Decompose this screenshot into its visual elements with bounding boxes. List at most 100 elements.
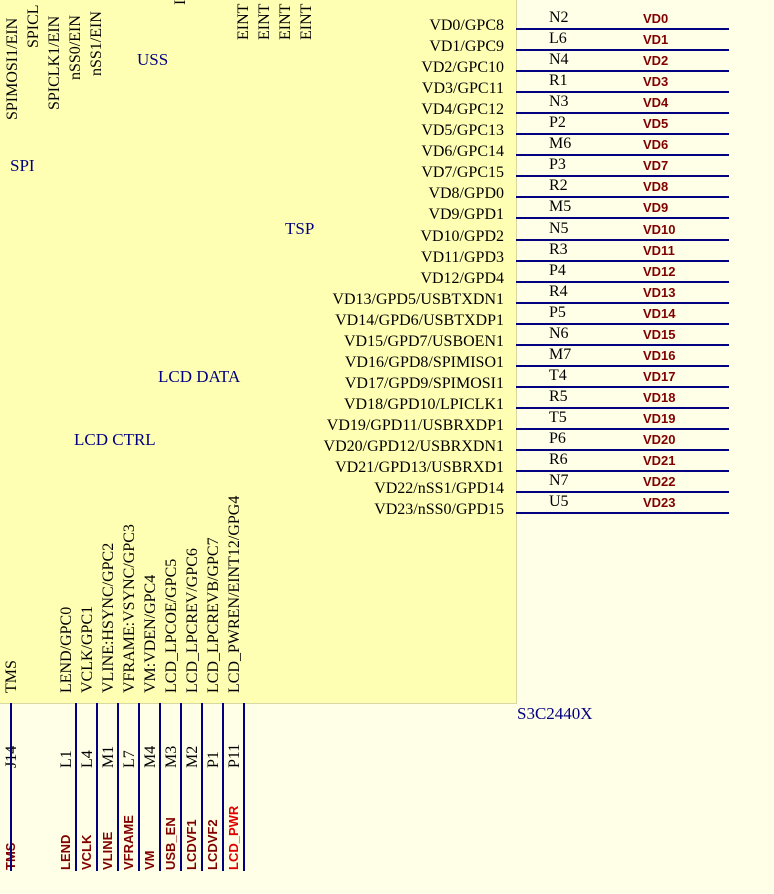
wire [516,512,729,515]
pin-name: VD1/GPC9 [429,38,504,56]
net-label: VD3 [643,74,669,90]
pin-name: VD18/GPD10/LPICLK1 [343,395,504,413]
pin-name-top: EINT [298,3,315,40]
pin-name-vertical: LCD_LPCREV/GPC6 [184,548,201,693]
net-label: VD0 [643,11,669,26]
wire [516,427,729,430]
pin-name: VD3/GPC11 [421,80,504,98]
pin-ball: R1 [549,72,568,90]
pin-name: VD17/GPD9/SPIMOSI1 [344,374,504,392]
pin-name-top: EINT [256,3,273,40]
pin-name-top: EINT [235,3,252,40]
pin-ball-vertical: L7 [121,750,138,768]
group-label-uss: USS [137,50,169,69]
pin-ball: P5 [549,303,566,321]
wire-vertical [222,703,224,871]
wire [516,112,729,115]
pin-ball: N4 [549,51,569,69]
net-label: VD12 [643,263,676,279]
pin-name: VD19/GPD11/USBRXDP1 [326,416,504,434]
wire [516,385,729,388]
pin-name-top: EINT [277,3,294,40]
pin-name: VD13/GPD5/USBTXDN1 [332,290,504,308]
pin-name-vertical: LCD_PWREN/EINT12/GPG4 [226,495,243,693]
net-label: VD5 [643,116,669,132]
wire [516,322,729,325]
pin-name: VD6/GPC14 [421,143,504,161]
wire-vertical [10,703,12,871]
net-label-vertical: VCLK [79,834,94,870]
pin-name-top: I [172,0,189,5]
net-label: VD9 [643,200,669,216]
wire [516,449,729,451]
pin-ball-vertical: M3 [163,745,180,768]
net-label: VD15 [643,326,676,342]
wire-vertical [117,703,119,871]
net-label: VD23 [643,495,676,511]
net-label: VD16 [643,347,676,363]
wire-vertical [201,703,203,871]
pin-ball-vertical: J14 [3,746,21,768]
pin-ball: N7 [549,472,569,490]
wire [516,491,729,494]
pin-name-vertical: TMS [3,660,20,693]
pin-ball: N5 [549,219,569,237]
pin-name: VD9/GPD1 [428,206,504,224]
pin-name: VD7/GPC15 [421,164,504,182]
wire [516,364,729,367]
part-number: S3C2440X [517,704,593,723]
pin-ball: T5 [549,408,567,426]
wire [516,259,729,262]
wire [516,343,729,346]
net-label-vertical: VFRAME [121,815,136,870]
net-label: VD8 [643,179,669,195]
wire [516,280,729,283]
wire [516,49,729,52]
wire [516,238,729,241]
pin-ball: N6 [549,324,569,342]
net-label: VD21 [643,453,676,469]
pin-ball: R2 [549,177,568,195]
chip-body [0,0,517,704]
wire-vertical [138,703,140,871]
pin-name: VD2/GPC10 [421,59,504,77]
wire [516,406,729,409]
net-label: VD1 [643,32,669,48]
pin-ball: P6 [549,430,566,447]
pin-name: VD0/GPC8 [429,17,504,34]
pin-name: VD14/GPD6/USBTXDP1 [335,311,504,329]
net-label: VD17 [643,368,676,384]
pin-name: VD10/GPD2 [420,227,504,245]
net-label: VD6 [643,137,669,153]
pin-name-top: nSS1/EIN [88,11,105,76]
net-label-vertical: LCD_PWR [226,805,241,870]
pin-ball-vertical: M1 [100,745,117,768]
pin-ball: M7 [549,345,572,363]
net-label-vertical: VM [142,850,157,871]
pin-name-top: nSS0/EIN [67,15,84,80]
net-label: VD11 [643,242,675,258]
pin-name: VD23/nSS0/GPD15 [374,501,504,519]
pin-ball-vertical: L1 [58,750,75,768]
net-label: VD4 [643,95,669,111]
wire [516,470,729,473]
pin-name: VD12/GPD4 [420,269,504,287]
group-label-lcd-data: LCD DATA [158,367,241,386]
wire [516,217,729,220]
wire-vertical [180,703,182,871]
group-label-spi: SPI [10,156,35,175]
pin-name: VD21/GPD13/USBRXD1 [335,459,504,477]
wire-vertical [243,703,245,871]
pin-name: VD22/nSS1/GPD14 [374,480,504,498]
wire [516,175,729,178]
net-label-vertical: LCDVF1 [184,819,199,870]
net-label: VD19 [643,410,676,426]
net-label: VD20 [643,432,676,447]
group-label-lcd-ctrl: LCD CTRL [74,430,156,449]
pin-ball: N3 [549,93,569,111]
wire-vertical [96,703,98,871]
pin-ball: L6 [549,30,567,48]
pin-ball: R5 [549,387,568,405]
pin-ball-vertical: L4 [79,750,96,768]
pin-ball: T4 [549,366,567,384]
